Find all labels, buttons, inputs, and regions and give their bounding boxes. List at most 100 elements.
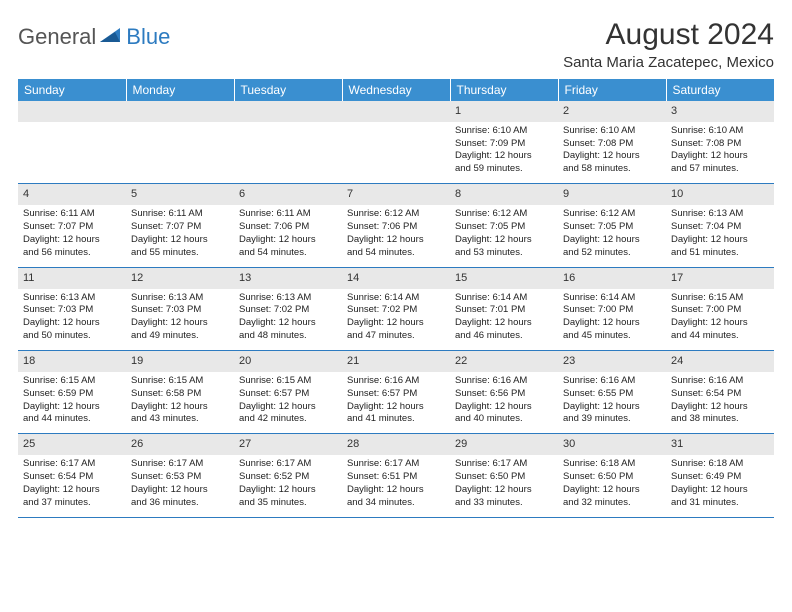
daynum-row: 123 bbox=[18, 101, 774, 122]
daylight-line1: Daylight: 12 hours bbox=[671, 401, 769, 414]
day-detail: Sunrise: 6:15 AMSunset: 7:00 PMDaylight:… bbox=[666, 289, 774, 351]
day-number bbox=[18, 101, 126, 122]
day-detail: Sunrise: 6:11 AMSunset: 7:07 PMDaylight:… bbox=[18, 205, 126, 267]
daylight-line1: Daylight: 12 hours bbox=[239, 401, 337, 414]
sunrise-text: Sunrise: 6:15 AM bbox=[671, 292, 769, 305]
day-number: 3 bbox=[666, 101, 774, 122]
daylight-line2: and 50 minutes. bbox=[23, 330, 121, 343]
day-detail: Sunrise: 6:13 AMSunset: 7:02 PMDaylight:… bbox=[234, 289, 342, 351]
day-detail: Sunrise: 6:12 AMSunset: 7:05 PMDaylight:… bbox=[450, 205, 558, 267]
daylight-line1: Daylight: 12 hours bbox=[563, 484, 661, 497]
sunset-text: Sunset: 7:03 PM bbox=[131, 304, 229, 317]
sunset-text: Sunset: 7:07 PM bbox=[23, 221, 121, 234]
daylight-line1: Daylight: 12 hours bbox=[23, 317, 121, 330]
daylight-line1: Daylight: 12 hours bbox=[455, 234, 553, 247]
daylight-line2: and 33 minutes. bbox=[455, 497, 553, 510]
day-number: 20 bbox=[234, 351, 342, 372]
daynum-row: 45678910 bbox=[18, 184, 774, 205]
sunset-text: Sunset: 6:51 PM bbox=[347, 471, 445, 484]
day-detail bbox=[234, 122, 342, 184]
dayname-header: Saturday bbox=[666, 79, 774, 101]
sunrise-text: Sunrise: 6:17 AM bbox=[131, 458, 229, 471]
day-detail: Sunrise: 6:17 AMSunset: 6:54 PMDaylight:… bbox=[18, 455, 126, 517]
sunrise-text: Sunrise: 6:13 AM bbox=[671, 208, 769, 221]
daylight-line1: Daylight: 12 hours bbox=[671, 484, 769, 497]
sunset-text: Sunset: 7:00 PM bbox=[563, 304, 661, 317]
day-number: 1 bbox=[450, 101, 558, 122]
daylight-line2: and 44 minutes. bbox=[23, 413, 121, 426]
daylight-line2: and 52 minutes. bbox=[563, 247, 661, 260]
day-number: 28 bbox=[342, 434, 450, 455]
detail-row: Sunrise: 6:10 AMSunset: 7:09 PMDaylight:… bbox=[18, 122, 774, 184]
sunrise-text: Sunrise: 6:12 AM bbox=[455, 208, 553, 221]
sunset-text: Sunset: 6:54 PM bbox=[671, 388, 769, 401]
daylight-line1: Daylight: 12 hours bbox=[131, 401, 229, 414]
sunrise-text: Sunrise: 6:11 AM bbox=[131, 208, 229, 221]
sunset-text: Sunset: 6:58 PM bbox=[131, 388, 229, 401]
daylight-line2: and 34 minutes. bbox=[347, 497, 445, 510]
sunset-text: Sunset: 7:02 PM bbox=[347, 304, 445, 317]
sunrise-text: Sunrise: 6:13 AM bbox=[239, 292, 337, 305]
day-number: 24 bbox=[666, 351, 774, 372]
day-number: 29 bbox=[450, 434, 558, 455]
sunset-text: Sunset: 7:01 PM bbox=[455, 304, 553, 317]
sunset-text: Sunset: 7:08 PM bbox=[671, 138, 769, 151]
day-detail: Sunrise: 6:14 AMSunset: 7:02 PMDaylight:… bbox=[342, 289, 450, 351]
sunset-text: Sunset: 6:52 PM bbox=[239, 471, 337, 484]
daylight-line2: and 49 minutes. bbox=[131, 330, 229, 343]
sunset-text: Sunset: 6:49 PM bbox=[671, 471, 769, 484]
sunrise-text: Sunrise: 6:17 AM bbox=[23, 458, 121, 471]
day-number: 14 bbox=[342, 267, 450, 288]
sunrise-text: Sunrise: 6:12 AM bbox=[347, 208, 445, 221]
day-number: 27 bbox=[234, 434, 342, 455]
daylight-line1: Daylight: 12 hours bbox=[23, 234, 121, 247]
day-number: 25 bbox=[18, 434, 126, 455]
day-detail: Sunrise: 6:15 AMSunset: 6:57 PMDaylight:… bbox=[234, 372, 342, 434]
day-detail: Sunrise: 6:12 AMSunset: 7:05 PMDaylight:… bbox=[558, 205, 666, 267]
day-detail: Sunrise: 6:10 AMSunset: 7:08 PMDaylight:… bbox=[666, 122, 774, 184]
sunrise-text: Sunrise: 6:16 AM bbox=[563, 375, 661, 388]
daylight-line2: and 51 minutes. bbox=[671, 247, 769, 260]
day-detail: Sunrise: 6:18 AMSunset: 6:50 PMDaylight:… bbox=[558, 455, 666, 517]
day-detail: Sunrise: 6:11 AMSunset: 7:06 PMDaylight:… bbox=[234, 205, 342, 267]
sunrise-text: Sunrise: 6:14 AM bbox=[347, 292, 445, 305]
day-number: 17 bbox=[666, 267, 774, 288]
sunset-text: Sunset: 6:57 PM bbox=[347, 388, 445, 401]
daynum-row: 11121314151617 bbox=[18, 267, 774, 288]
daylight-line2: and 48 minutes. bbox=[239, 330, 337, 343]
day-number: 4 bbox=[18, 184, 126, 205]
daylight-line1: Daylight: 12 hours bbox=[563, 234, 661, 247]
day-detail bbox=[126, 122, 234, 184]
sunrise-text: Sunrise: 6:16 AM bbox=[455, 375, 553, 388]
day-number: 19 bbox=[126, 351, 234, 372]
daylight-line1: Daylight: 12 hours bbox=[455, 484, 553, 497]
daylight-line2: and 32 minutes. bbox=[563, 497, 661, 510]
daylight-line2: and 47 minutes. bbox=[347, 330, 445, 343]
header: General Blue August 2024 Santa Maria Zac… bbox=[18, 18, 774, 71]
dayname-header: Friday bbox=[558, 79, 666, 101]
daylight-line1: Daylight: 12 hours bbox=[23, 484, 121, 497]
dayname-header: Tuesday bbox=[234, 79, 342, 101]
daylight-line2: and 44 minutes. bbox=[671, 330, 769, 343]
day-detail: Sunrise: 6:17 AMSunset: 6:52 PMDaylight:… bbox=[234, 455, 342, 517]
month-title: August 2024 bbox=[563, 18, 774, 52]
day-detail: Sunrise: 6:12 AMSunset: 7:06 PMDaylight:… bbox=[342, 205, 450, 267]
daylight-line1: Daylight: 12 hours bbox=[131, 234, 229, 247]
triangle-icon bbox=[100, 26, 122, 49]
day-detail: Sunrise: 6:16 AMSunset: 6:56 PMDaylight:… bbox=[450, 372, 558, 434]
day-detail: Sunrise: 6:14 AMSunset: 7:00 PMDaylight:… bbox=[558, 289, 666, 351]
day-detail bbox=[18, 122, 126, 184]
sunset-text: Sunset: 7:02 PM bbox=[239, 304, 337, 317]
daylight-line2: and 35 minutes. bbox=[239, 497, 337, 510]
sunrise-text: Sunrise: 6:15 AM bbox=[239, 375, 337, 388]
day-number: 12 bbox=[126, 267, 234, 288]
day-detail: Sunrise: 6:10 AMSunset: 7:09 PMDaylight:… bbox=[450, 122, 558, 184]
sunset-text: Sunset: 7:05 PM bbox=[455, 221, 553, 234]
daylight-line1: Daylight: 12 hours bbox=[563, 401, 661, 414]
day-number: 2 bbox=[558, 101, 666, 122]
day-number: 21 bbox=[342, 351, 450, 372]
daylight-line1: Daylight: 12 hours bbox=[563, 150, 661, 163]
dayname-header: Thursday bbox=[450, 79, 558, 101]
day-number: 23 bbox=[558, 351, 666, 372]
daylight-line2: and 57 minutes. bbox=[671, 163, 769, 176]
